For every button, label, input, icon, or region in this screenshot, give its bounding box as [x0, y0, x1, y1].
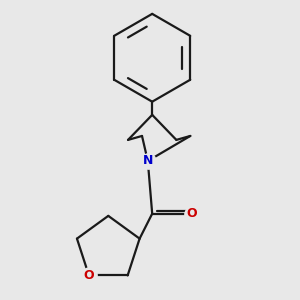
Text: O: O — [186, 207, 197, 220]
Text: N: N — [142, 154, 153, 167]
Text: O: O — [84, 269, 94, 282]
